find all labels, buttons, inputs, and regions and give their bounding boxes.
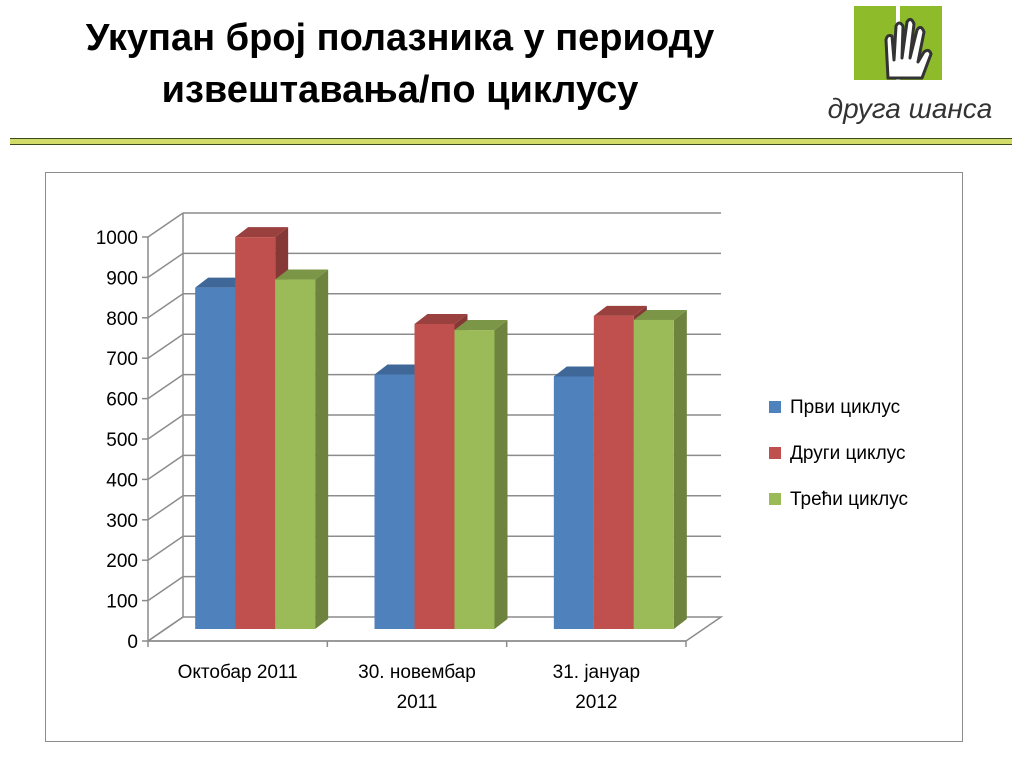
gridline-diagonal <box>147 495 184 521</box>
y-tick-label: 1000 <box>96 228 138 249</box>
x-tick-label: 30. новембар <box>358 662 476 683</box>
bar-top <box>454 320 508 331</box>
bar-side <box>494 320 508 629</box>
bar <box>553 376 594 629</box>
bar-top <box>414 313 468 324</box>
bar-top <box>374 364 428 375</box>
slide-title-line-2: извештавања/по циклусу <box>161 69 639 111</box>
bar <box>593 315 634 629</box>
y-tick-label: 600 <box>106 390 138 411</box>
x-tick-label: 2012 <box>575 692 617 713</box>
gridline-diagonal <box>147 252 184 279</box>
y-tick-label: 0 <box>127 632 138 653</box>
bar <box>374 374 415 629</box>
logo-text: друга шанса <box>828 93 993 124</box>
bar-top <box>553 366 607 377</box>
title-divider <box>10 138 1012 145</box>
bar <box>235 237 276 629</box>
x-tick-label: 31. јануар <box>553 662 640 683</box>
bar <box>195 287 236 629</box>
gridline-diagonal <box>147 212 184 238</box>
y-tick-label: 500 <box>106 430 138 451</box>
bar-chart: 0 100 200 300 400 500 600 700 800 900 1000 Октобар… <box>96 212 908 713</box>
legend-swatch <box>769 401 781 413</box>
gridline-diagonal <box>147 454 184 481</box>
bar-side <box>315 269 329 629</box>
legend-label: Трећи циклус <box>790 489 908 510</box>
y-tick-label: 900 <box>106 268 138 289</box>
bar-top <box>593 305 647 316</box>
slide-title: Укупан број полазника у периоду извештав… <box>10 12 790 116</box>
bar-top <box>275 269 329 280</box>
x-tick-label: Октобар 2011 <box>178 662 298 683</box>
x-tick-label: 2011 <box>397 692 438 713</box>
gridline-diagonal <box>147 293 184 319</box>
gridline-diagonal <box>147 535 184 561</box>
legend-label: Први циклус <box>790 397 900 418</box>
bar-side <box>673 309 687 629</box>
bar <box>454 330 495 629</box>
bar-top <box>235 227 289 238</box>
bar-top <box>633 309 687 320</box>
book-hand-icon <box>854 6 942 80</box>
gridline-diagonal <box>147 414 184 440</box>
gridline-diagonal <box>147 575 184 602</box>
y-tick-label: 700 <box>106 349 138 370</box>
y-tick-label: 800 <box>106 309 138 330</box>
chart-bars <box>195 227 687 629</box>
slide-title-line-1: Укупан број полазника у периоду <box>85 17 715 59</box>
bar <box>633 319 674 629</box>
gridline-diagonal <box>147 616 184 642</box>
legend-swatch <box>769 493 781 505</box>
y-axis: 0 100 200 300 400 500 600 700 800 900 1000 <box>96 228 149 653</box>
gridline-diagonal <box>147 333 184 359</box>
y-tick-label: 400 <box>106 470 138 491</box>
y-tick-label: 300 <box>106 511 138 532</box>
gridline-diagonal <box>147 373 184 400</box>
legend-swatch <box>769 447 781 459</box>
bar-top <box>195 277 249 288</box>
bar <box>414 323 455 629</box>
y-tick-label: 200 <box>106 551 138 572</box>
bar <box>275 279 316 629</box>
chart-area: 0 100 200 300 400 500 600 700 800 900 1000 Октобар… <box>45 172 963 742</box>
chart-legend: Први циклус Други циклус Трећи циклус <box>769 397 908 510</box>
y-tick-label: 100 <box>106 592 138 613</box>
logo-mark: друга шанса <box>828 6 993 124</box>
legend-label: Други циклус <box>790 443 905 464</box>
x-axis: Октобар 2011 30. новембар 2011 31. јануар 20… <box>147 640 687 713</box>
druga-shansa-logo: друга шанса <box>790 0 1024 140</box>
